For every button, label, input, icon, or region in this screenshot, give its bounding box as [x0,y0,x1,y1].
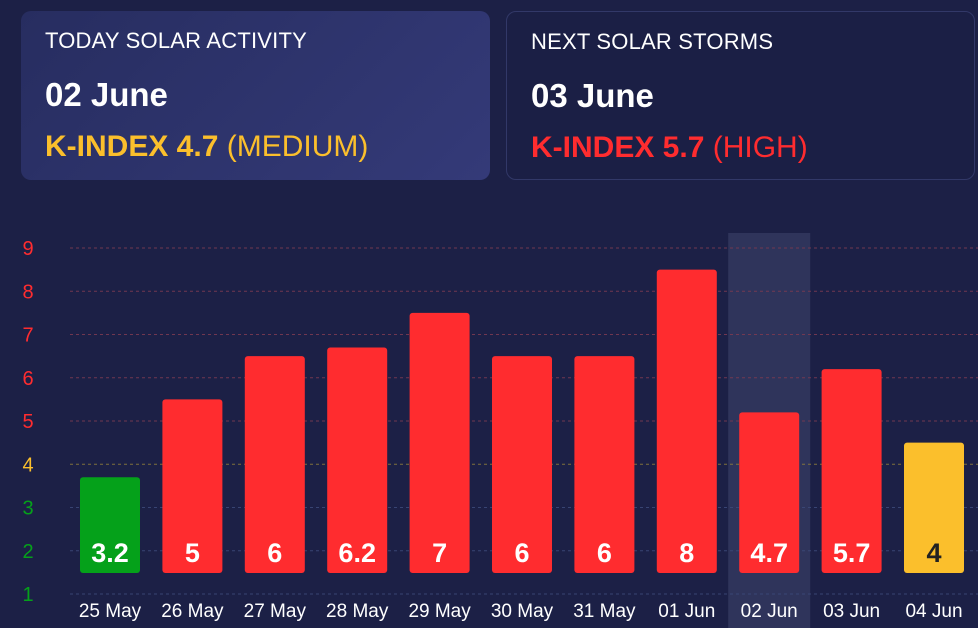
today-k-value: K-INDEX 4.7 [45,130,219,163]
y-tick-label: 1 [22,584,33,606]
bar-value-label: 3.2 [91,538,129,568]
x-tick-label: 25 May [79,601,142,622]
x-tick-label: 04 Jun [905,601,962,622]
bar-value-label: 6 [597,538,612,568]
y-tick-label: 6 [22,368,33,390]
x-tick-label: 30 May [491,601,554,622]
bar [327,347,388,573]
bar [821,369,882,573]
bar-value-label: 8 [679,538,694,568]
today-k-index: K-INDEX 4.7 (MEDIUM) [45,129,490,165]
x-tick-label: 28 May [326,601,389,622]
next-storms-card: NEXT SOLAR STORMS 03 June K-INDEX 5.7 (H… [506,11,975,180]
x-tick-label: 31 May [573,601,636,622]
next-date: 03 June [531,77,654,114]
bar-value-label: 4.7 [750,538,788,568]
next-k-value: K-INDEX 5.7 [531,131,705,164]
bar-value-label: 5.7 [833,538,871,568]
today-date: 02 June [45,76,168,113]
bar [409,312,470,573]
bar-value-label: 6 [267,538,282,568]
x-tick-label: 29 May [408,601,471,622]
y-tick-label: 2 [22,541,33,563]
y-tick-label: 8 [22,281,33,303]
x-tick-label: 01 Jun [658,601,715,622]
y-tick-label: 7 [22,325,33,347]
y-tick-label: 3 [22,498,33,520]
next-title: NEXT SOLAR STORMS [531,29,774,54]
bar-value-label: 7 [432,538,447,568]
y-tick-label: 9 [22,238,33,260]
today-activity-card: TODAY SOLAR ACTIVITY 02 June K-INDEX 4.7… [21,11,490,180]
x-tick-label: 03 Jun [823,601,880,622]
y-tick-label: 5 [22,411,33,433]
bar [904,442,964,573]
bar [739,412,800,573]
bar [656,269,717,573]
bar-value-label: 6 [514,538,529,568]
today-title: TODAY SOLAR ACTIVITY [45,28,307,53]
bar [574,356,635,573]
today-k-level: (MEDIUM) [226,130,369,163]
next-k-level: (HIGH) [712,131,808,164]
next-k-index: K-INDEX 5.7 (HIGH) [531,130,974,166]
y-tick-label: 4 [22,454,33,476]
x-tick-label: 02 Jun [741,601,798,622]
bar [492,356,552,573]
x-tick-label: 26 May [161,601,224,622]
bar-value-label: 5 [185,538,200,568]
x-tick-label: 27 May [244,601,307,622]
bar-value-label: 6.2 [338,538,376,568]
bar [80,477,140,573]
bar-value-label: 4 [926,538,941,568]
bar [244,356,305,573]
bar [162,399,223,573]
